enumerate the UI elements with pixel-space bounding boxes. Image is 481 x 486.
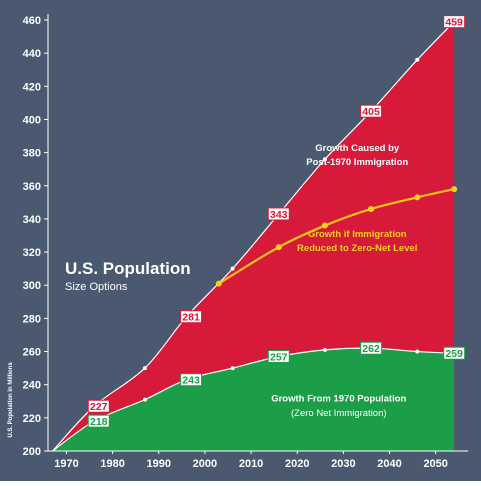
y-tick-label-400: 400: [23, 114, 41, 126]
x-tick-label-2010: 2010: [239, 458, 263, 470]
y-tick-label-440: 440: [23, 48, 41, 60]
y-tick-label-280: 280: [23, 313, 41, 325]
point-total-2006: [230, 266, 235, 271]
data-label-box-281: [180, 310, 203, 324]
data-label-box-259: [443, 346, 466, 360]
line-total-population: [52, 21, 455, 452]
data-label-257: 257: [270, 352, 288, 364]
data-label-218: 218: [90, 416, 108, 428]
annotation-post-1970-immigration: Post-1970 Immigration: [306, 157, 408, 168]
x-tick-label-1980: 1980: [100, 458, 124, 470]
data-label-box-257: [267, 350, 290, 364]
y-tick-label-420: 420: [23, 81, 41, 93]
point-zero-net-2036: [368, 205, 375, 212]
area-base-growth: [52, 348, 455, 451]
y-tick-label-380: 380: [23, 148, 41, 160]
annotation-zero-net-immigration: (Zero Net Immigration): [291, 408, 387, 419]
data-label-box-343: [267, 207, 290, 221]
area-immigration-growth: [52, 21, 455, 452]
point-base-1987: [142, 397, 147, 402]
y-tick-label-220: 220: [23, 413, 41, 425]
point-zero-net-2026: [321, 222, 328, 229]
point-zero-net-2003: [215, 280, 222, 287]
annotation-growth-caused-by: Growth Caused by: [315, 143, 400, 154]
data-label-459: 459: [445, 17, 463, 29]
x-tick-label-2040: 2040: [377, 458, 401, 470]
point-zero-net-2016: [275, 244, 282, 251]
point-total-2046: [415, 57, 420, 62]
data-label-405: 405: [362, 106, 380, 118]
data-label-box-262: [360, 341, 383, 355]
data-label-box-243: [180, 373, 203, 387]
data-label-box-405: [360, 104, 383, 118]
y-axis-label: U.S. Population in Millions: [8, 362, 14, 438]
line-base-population: [52, 347, 455, 452]
x-tick-label-1970: 1970: [54, 458, 78, 470]
point-base-2006: [230, 366, 235, 371]
data-label-262: 262: [362, 343, 380, 355]
y-tick-label-300: 300: [23, 280, 41, 292]
y-tick-label-460: 460: [23, 15, 41, 27]
data-label-343: 343: [270, 209, 288, 221]
chart-title: U.S. Population: [65, 259, 191, 278]
x-tick-label-1990: 1990: [147, 458, 171, 470]
y-tick-label-260: 260: [23, 347, 41, 359]
data-label-259: 259: [445, 348, 463, 360]
x-tick-label-2020: 2020: [285, 458, 309, 470]
y-tick-label-200: 200: [23, 446, 41, 458]
point-total-2026: [322, 157, 327, 162]
x-tick-label-2000: 2000: [193, 458, 217, 470]
x-tick-label-2030: 2030: [331, 458, 355, 470]
point-base-2046: [415, 349, 420, 354]
point-zero-net-2046: [414, 194, 421, 201]
x-tick-label-2050: 2050: [423, 458, 447, 470]
point-base-2026: [322, 347, 327, 352]
data-label-227: 227: [90, 401, 108, 413]
chart-subtitle: Size Options: [65, 281, 128, 293]
data-label-243: 243: [182, 375, 200, 387]
data-label-281: 281: [182, 312, 200, 324]
annotation-growth-from-1970-population: Growth From 1970 Population: [271, 393, 406, 404]
annotation-growth-if-immigration: Growth if Immigration: [308, 229, 407, 240]
y-tick-label-340: 340: [23, 214, 41, 226]
point-zero-net-2054: [451, 186, 458, 193]
y-tick-label-320: 320: [23, 247, 41, 259]
data-label-box-218: [87, 414, 110, 428]
point-total-1987: [142, 366, 147, 371]
y-tick-label-240: 240: [23, 380, 41, 392]
annotation-reduced-to-zero-net-level: Reduced to Zero-Net Level: [297, 243, 417, 254]
y-tick-label-360: 360: [23, 181, 41, 193]
data-label-box-227: [87, 399, 110, 413]
data-label-box-459: [443, 15, 466, 29]
